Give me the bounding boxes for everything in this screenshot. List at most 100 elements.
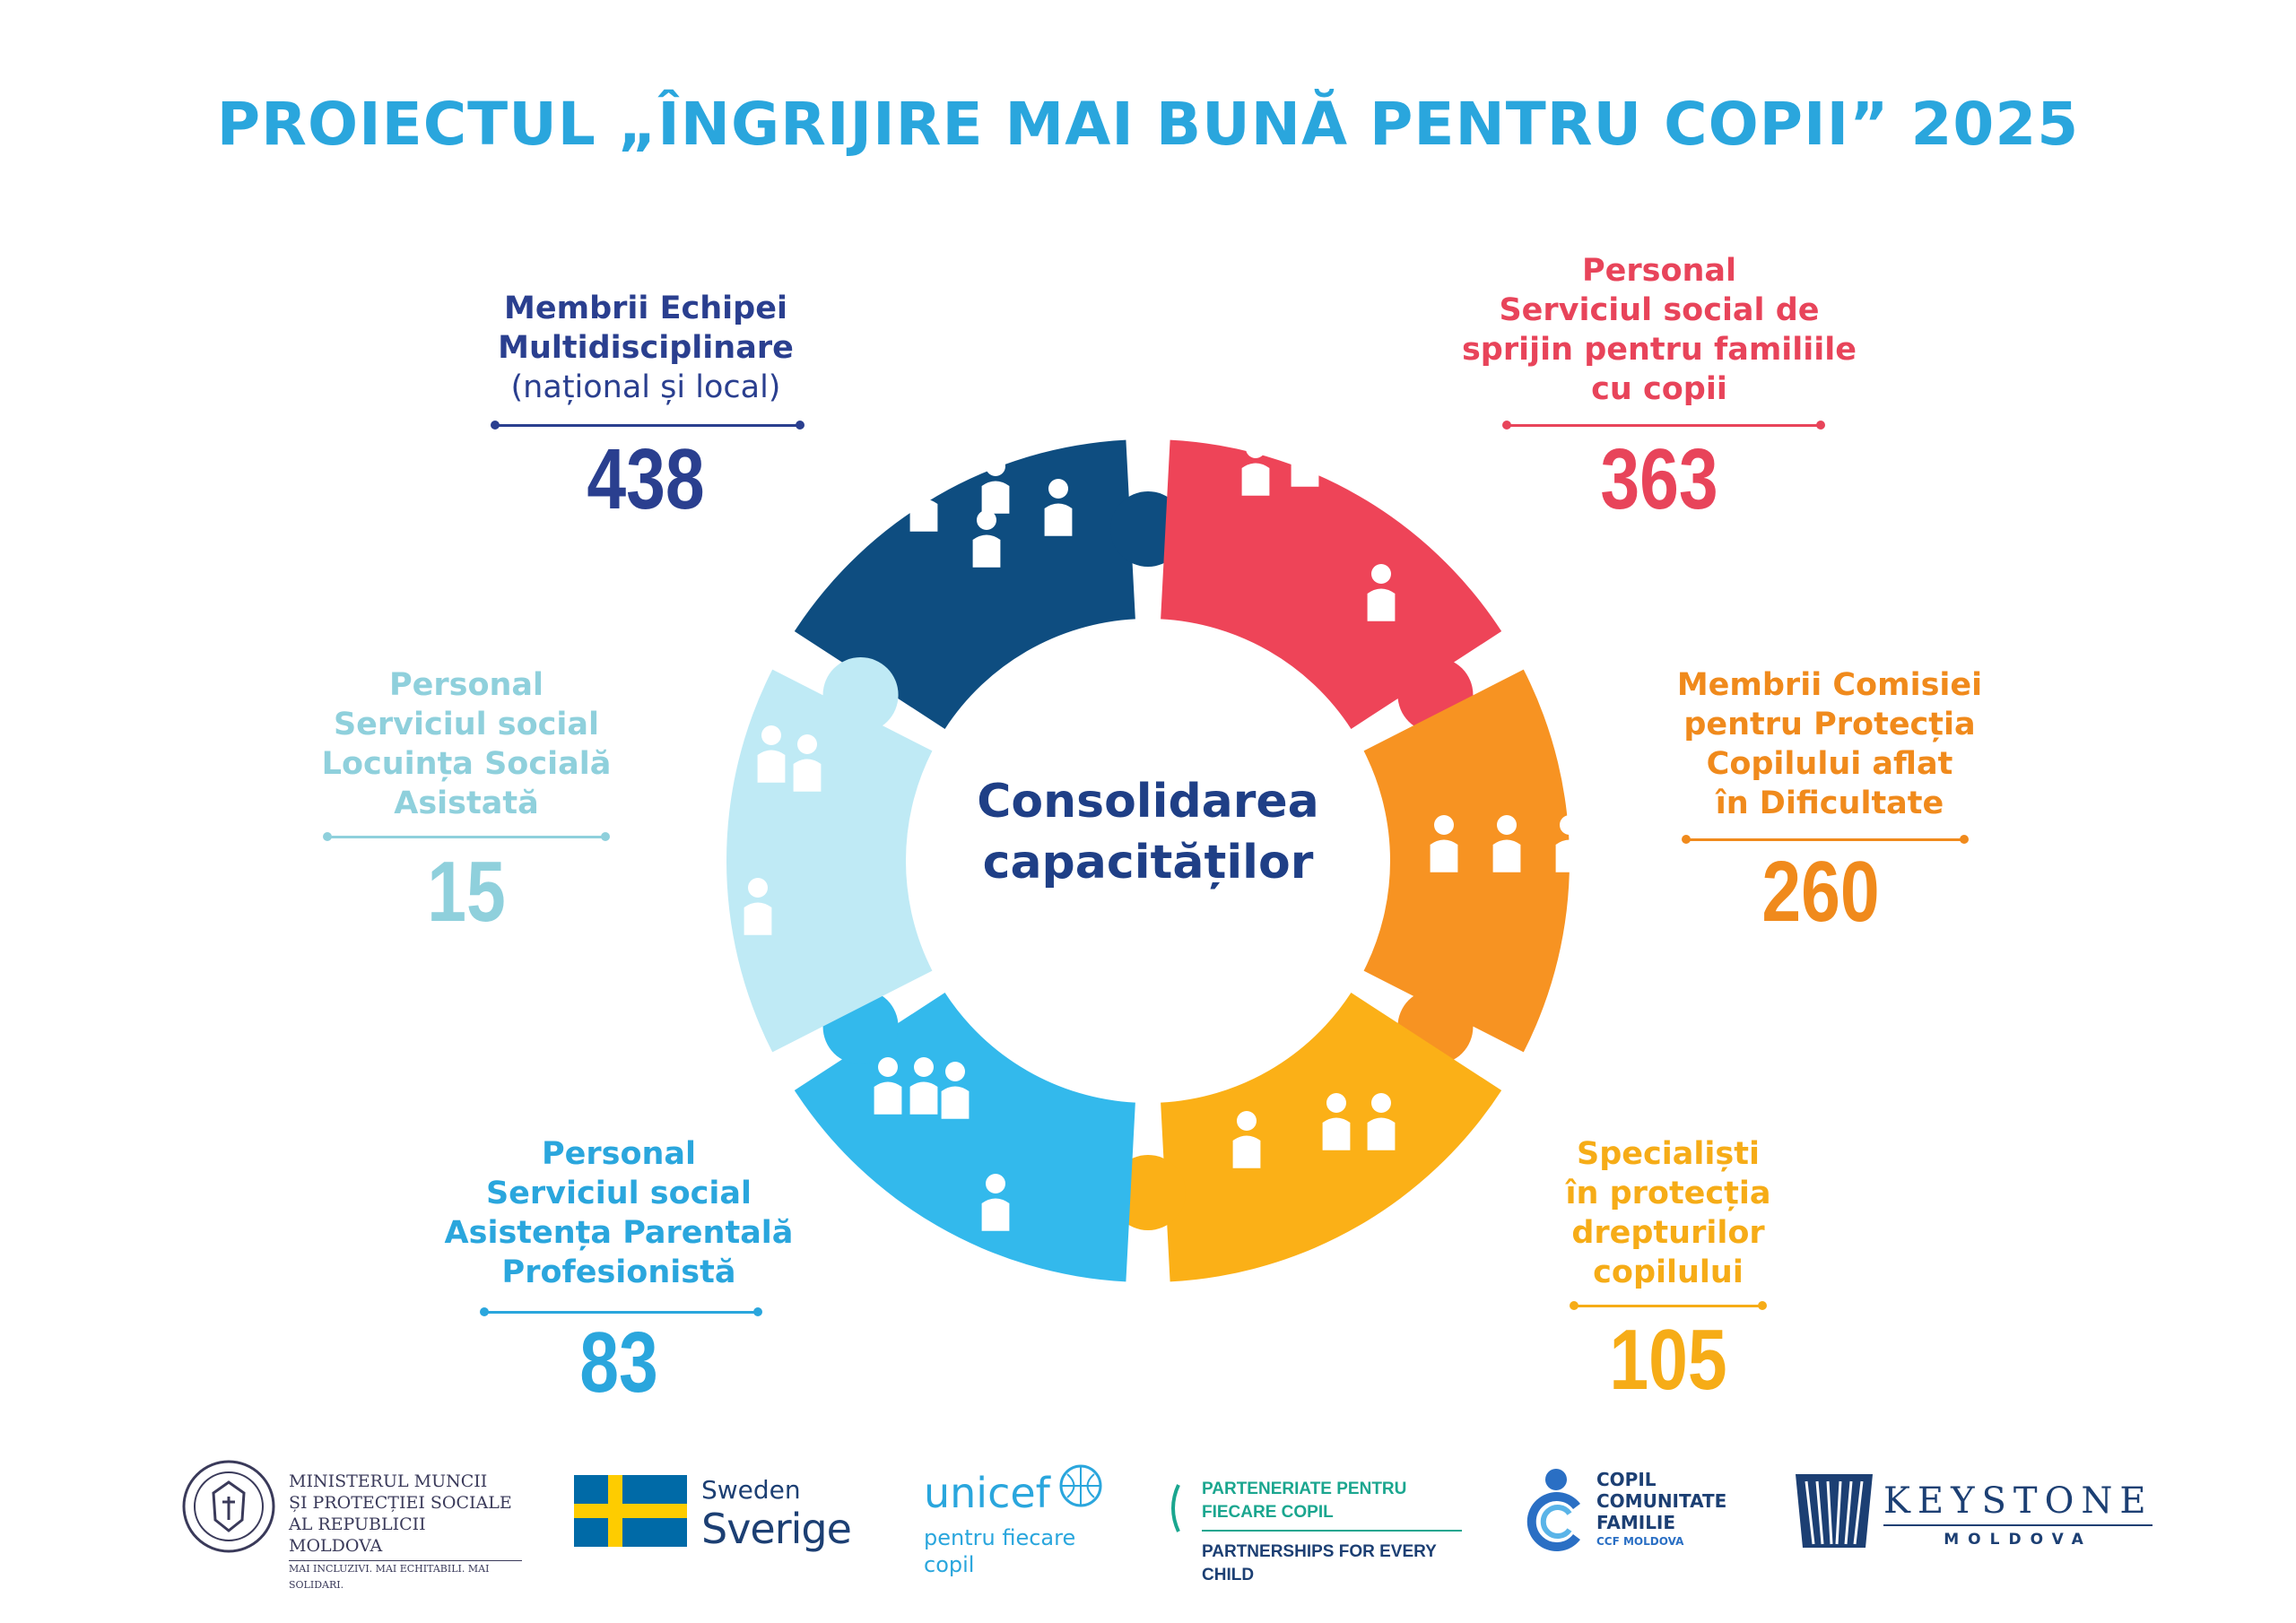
foster-family-icon — [909, 1057, 938, 1115]
child-protection-shield-icon — [1322, 1093, 1351, 1150]
label-line: Personal — [541, 1136, 697, 1172]
value-specialisti: 105 — [1609, 1312, 1727, 1408]
unicef-globe-icon — [1058, 1463, 1103, 1508]
label-line: Personal — [1581, 253, 1737, 289]
sweden-flag-icon — [574, 1475, 687, 1547]
divider — [1502, 421, 1825, 430]
child-protection-shield-icon — [1367, 1093, 1396, 1150]
label-specialisti: Specialiști în protecția drepturilor cop… — [1525, 1134, 1812, 1292]
ring-center — [908, 621, 1388, 1101]
label-line: Personal — [388, 667, 544, 703]
parteneriate-logo: PARTENERIATE PENTRU FIECARE COPIL PARTNE… — [1202, 1478, 1462, 1587]
label-line: sprijin pentru familiile — [1461, 332, 1857, 368]
divider — [323, 832, 610, 841]
label-line: Serviciul social de — [1499, 292, 1820, 328]
ccf-logo: COPIL COMUNITATE FAMILIE CCF MOLDOVA — [1596, 1469, 1749, 1549]
moldova-coat-of-arms-icon — [179, 1457, 278, 1556]
label-line: în Dificultate — [1715, 785, 1944, 821]
ministry-line: MINISTERUL MUNCII — [289, 1471, 488, 1491]
sweden-logo: Sweden Sverige — [701, 1475, 881, 1552]
keystone-logo: KEYSTONE MOLDOVA — [1883, 1481, 2152, 1553]
segment-sprijin — [1161, 439, 1502, 729]
team-meeting-icon — [972, 510, 1001, 568]
label-locuinta: Personal Serviciul social Locuința Socia… — [305, 665, 628, 823]
label-sprijin: Personal Serviciul social de sprijin pen… — [1444, 251, 1874, 409]
label-line: cu copii — [1591, 371, 1727, 407]
foster-family-icon — [981, 1174, 1010, 1231]
keystone-arch-icon — [1794, 1471, 1874, 1551]
label-line: Locuința Socială — [321, 746, 612, 782]
sverige-label: Sverige — [701, 1505, 852, 1553]
keystone-name: KEYSTONE — [1883, 1480, 2153, 1522]
label-line: drepturilor — [1571, 1215, 1765, 1251]
puzzle-knob — [822, 657, 899, 733]
sweden-label: Sweden — [701, 1475, 801, 1505]
ministry-line: ȘI PROTECȚIEI SOCIALE — [289, 1493, 512, 1513]
ccf-swirl-icon — [1525, 1463, 1587, 1553]
parentheses-icon — [1166, 1481, 1186, 1535]
value-asistenta: 83 — [579, 1315, 658, 1410]
team-meeting-icon — [1044, 479, 1073, 536]
ccf-line: FAMILIE — [1596, 1512, 1676, 1533]
center-label-line2: capacităților — [982, 836, 1314, 890]
divider — [491, 421, 804, 430]
label-echipa: Membrii Echipei Multidisciplinare (națio… — [466, 289, 825, 407]
label-line: Asistată — [394, 785, 539, 821]
social-housing-icon — [793, 734, 822, 792]
unicef-name: unicef — [924, 1469, 1050, 1517]
family-support-icon — [1367, 564, 1396, 621]
parteneriate-line: PARTENERIATE PENTRU FIECARE COPIL — [1202, 1478, 1462, 1532]
label-comisie: Membrii Comisiei pentru Protecția Copilu… — [1650, 665, 2009, 823]
commission-discussion-icon — [1555, 815, 1584, 872]
unicef-logo: unicef pentru fiecare copil — [924, 1469, 1103, 1578]
keystone-sub: MOLDOVA — [1883, 1524, 2152, 1553]
ministry-line: AL REPUBLICII MOLDOVA — [289, 1515, 426, 1556]
partnerships-line: PARTNERSHIPS FOR EVERY CHILD — [1202, 1542, 1437, 1584]
ministry-logo: MINISTERUL MUNCII ȘI PROTECȚIEI SOCIALE … — [289, 1471, 522, 1593]
label-line: Specialiști — [1577, 1136, 1760, 1172]
segment-locuinta — [726, 669, 933, 1053]
foster-family-icon — [941, 1062, 970, 1119]
center-label-line1: Consolidarea — [977, 775, 1319, 829]
social-housing-icon — [757, 725, 786, 783]
divider — [480, 1307, 762, 1316]
value-comisie: 260 — [1761, 844, 1880, 940]
ccf-line: COPIL — [1596, 1469, 1657, 1490]
label-line: Asistența Parentală — [444, 1215, 794, 1251]
ccf-line: COMUNITATE — [1596, 1490, 1727, 1512]
ministry-tagline: MAI INCLUZIVI. MAI ECHITABILI. MAI SOLID… — [289, 1560, 522, 1593]
divider — [1570, 1301, 1767, 1310]
social-housing-icon — [744, 878, 772, 935]
page-title: PROIECTUL „ÎNGRIJIRE MAI BUNĂ PENTRU COP… — [216, 90, 2080, 159]
commission-discussion-icon — [1492, 815, 1521, 872]
label-line: Multidisciplinare — [498, 330, 794, 366]
team-meeting-icon — [981, 456, 1010, 514]
label-subline: (național și local) — [510, 369, 781, 405]
family-support-icon — [1291, 430, 1319, 487]
foster-family-icon — [874, 1057, 902, 1115]
label-line: Profesionistă — [501, 1254, 736, 1290]
label-line: Copilului aflat — [1706, 746, 1953, 782]
label-line: Serviciul social — [485, 1176, 752, 1211]
value-sprijin: 363 — [1600, 431, 1718, 527]
divider — [1682, 835, 1969, 844]
label-line: Membrii Comisiei — [1676, 667, 1983, 703]
label-asistenta: Personal Serviciul social Asistența Pare… — [404, 1134, 834, 1292]
ccf-line: CCF MOLDOVA — [1596, 1535, 1684, 1548]
label-line: Membrii Echipei — [504, 291, 787, 326]
label-line: copilului — [1593, 1254, 1744, 1290]
family-support-icon — [1322, 412, 1351, 469]
team-meeting-icon — [909, 474, 938, 532]
segment-comisie — [1363, 669, 1570, 1053]
value-echipa: 438 — [587, 431, 705, 527]
unicef-tagline: pentru fiecare copil — [924, 1525, 1076, 1577]
commission-discussion-icon — [1430, 815, 1458, 872]
center-label: Consolidarea capacităților — [951, 771, 1345, 893]
label-line: în protecția — [1565, 1176, 1771, 1211]
family-support-icon — [1241, 438, 1270, 496]
value-locuinta: 15 — [427, 844, 506, 940]
label-line: pentru Protecția — [1683, 707, 1976, 742]
child-protection-shield-icon — [1232, 1111, 1261, 1168]
label-line: Serviciul social — [333, 707, 600, 742]
